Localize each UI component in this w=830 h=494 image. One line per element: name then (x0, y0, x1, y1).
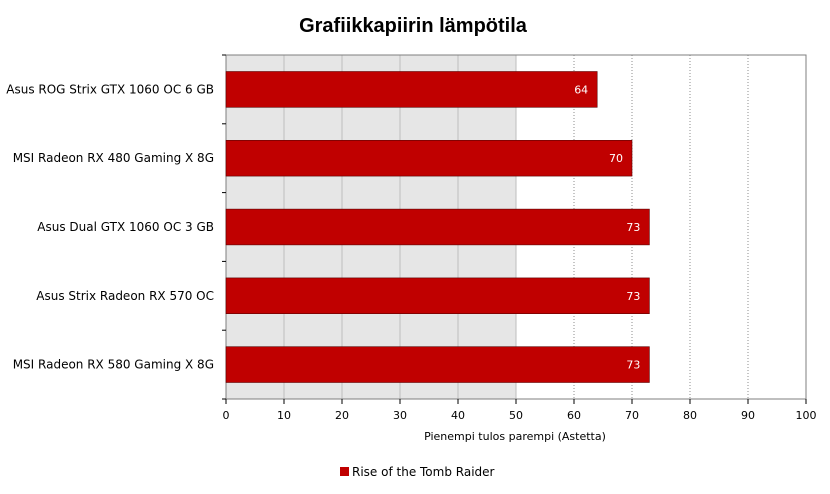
data-label: 70 (609, 152, 623, 165)
category-label: MSI Radeon RX 580 Gaming X 8G (13, 358, 214, 372)
x-tick-label: 60 (567, 409, 581, 422)
legend: Rise of the Tomb Raider (340, 465, 495, 479)
data-label: 73 (626, 290, 640, 303)
legend-label: Rise of the Tomb Raider (352, 465, 495, 479)
x-tick-label: 30 (393, 409, 407, 422)
x-tick-label: 0 (223, 409, 230, 422)
category-label: Asus ROG Strix GTX 1060 OC 6 GB (6, 82, 214, 96)
data-label: 73 (626, 221, 640, 234)
x-tick-label: 40 (451, 409, 465, 422)
bar (225, 208, 650, 246)
data-label: 73 (626, 359, 640, 372)
x-tick-label: 50 (509, 409, 523, 422)
x-tick-label: 10 (277, 409, 291, 422)
category-label: Asus Dual GTX 1060 OC 3 GB (37, 220, 214, 234)
chart-title: Grafiikkapiirin lämpötila (299, 15, 528, 37)
x-tick-label: 70 (625, 409, 639, 422)
bar (225, 346, 650, 383)
plot-area: 64 Asus ROG Strix GTX 1060 OC 6 GB 70 MSI R… (6, 54, 817, 422)
x-axis-label: Pienempi tulos parempi (Astetta) (424, 430, 606, 443)
x-tick-label: 100 (796, 409, 817, 422)
category-label: Asus Strix Radeon RX 570 OC (36, 289, 214, 303)
data-label: 64 (574, 83, 588, 96)
x-tick-label: 90 (741, 409, 755, 422)
category-label: MSI Radeon RX 480 Gaming X 8G (13, 151, 214, 165)
bar (225, 277, 650, 314)
x-tick-label: 20 (335, 409, 349, 422)
bar (225, 140, 633, 177)
legend-swatch (340, 467, 349, 476)
bar (225, 71, 598, 108)
x-tick-label: 80 (683, 409, 697, 422)
